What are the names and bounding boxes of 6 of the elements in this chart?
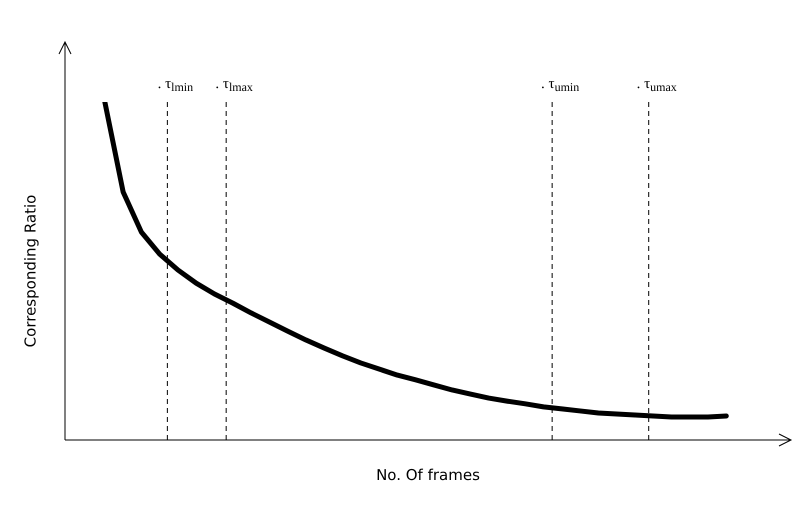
y-axis-title: Corresponding Ratio [21, 194, 40, 348]
x-axis-title: No. Of frames [376, 466, 480, 484]
text: . τ$_{umin}$ [541, 76, 580, 94]
text: . τ$_{umax}$ [636, 76, 677, 94]
text: . τ$_{lmax}$ [215, 76, 253, 94]
text: . τ$_{lmin}$ [158, 76, 194, 94]
